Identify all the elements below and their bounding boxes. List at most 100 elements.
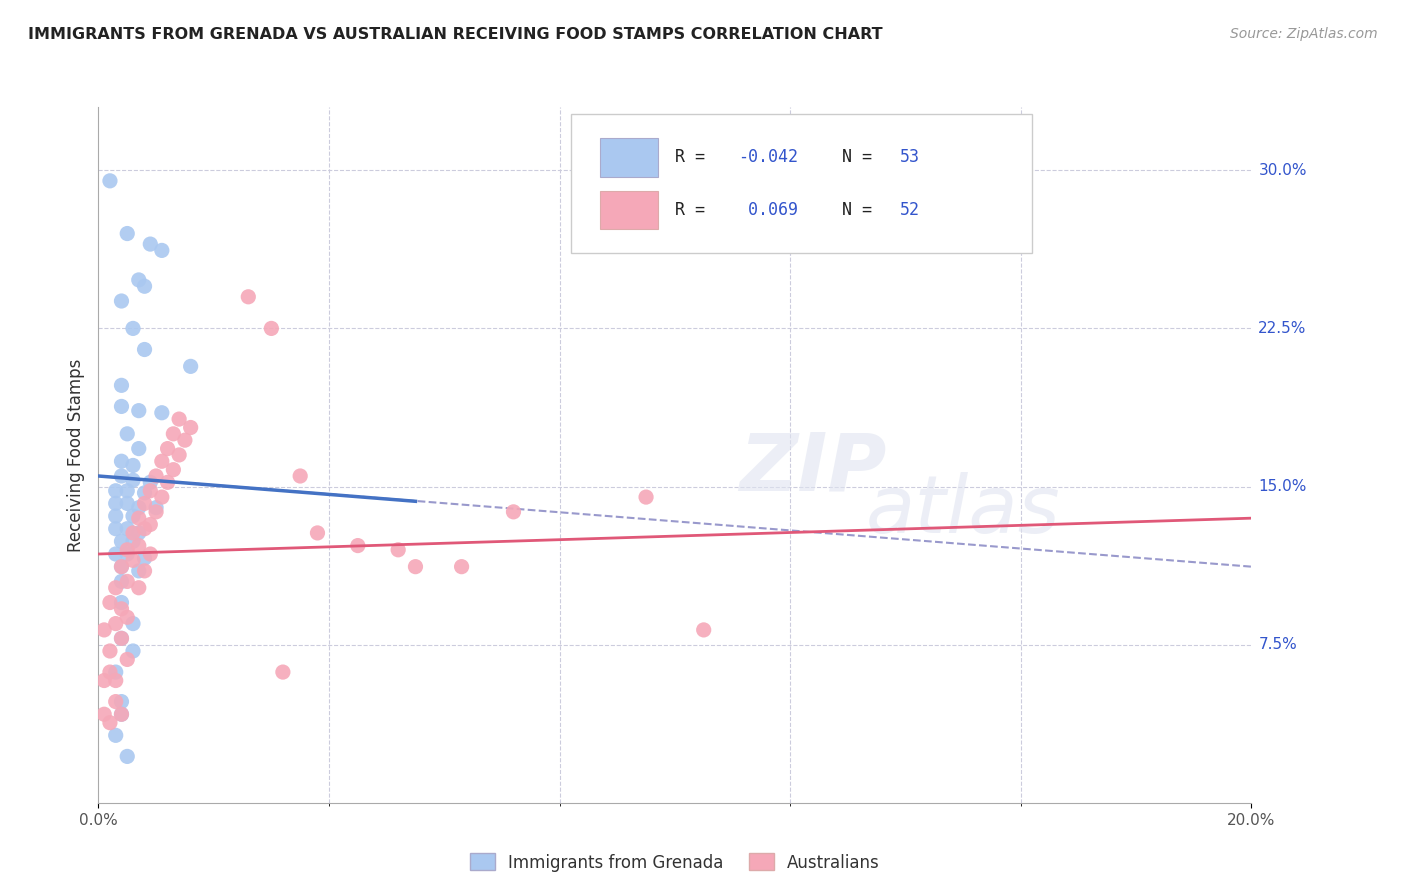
Point — [180, 359, 202, 374]
Point — [110, 707, 132, 722]
Point — [110, 378, 132, 392]
FancyBboxPatch shape — [600, 138, 658, 177]
Point — [134, 343, 156, 357]
Point — [98, 644, 121, 658]
Point — [110, 707, 132, 722]
Point — [139, 517, 162, 532]
Text: N =: N = — [842, 148, 882, 166]
Point — [134, 564, 156, 578]
Point — [502, 505, 524, 519]
Point — [110, 595, 132, 609]
Point — [104, 728, 127, 742]
Point — [110, 602, 132, 616]
Text: N =: N = — [842, 201, 882, 219]
Point — [117, 652, 138, 666]
Point — [122, 458, 145, 473]
Point — [145, 505, 167, 519]
Point — [93, 673, 115, 688]
Point — [307, 525, 329, 540]
Point — [134, 551, 156, 566]
Text: 53: 53 — [900, 148, 920, 166]
Text: 30.0%: 30.0% — [1258, 163, 1306, 178]
Text: 15.0%: 15.0% — [1258, 479, 1306, 494]
Point — [110, 559, 132, 574]
Point — [271, 665, 294, 679]
Point — [134, 496, 156, 510]
Point — [139, 483, 162, 498]
Point — [110, 534, 132, 549]
Point — [110, 632, 132, 646]
Point — [117, 522, 138, 536]
Point — [117, 547, 138, 561]
Point — [117, 496, 138, 510]
Point — [134, 522, 156, 536]
Point — [636, 490, 658, 504]
Point — [128, 564, 150, 578]
Point — [117, 610, 138, 624]
Point — [145, 500, 167, 515]
Point — [104, 695, 127, 709]
Point — [122, 644, 145, 658]
Point — [128, 403, 150, 417]
Point — [122, 473, 145, 487]
Point — [128, 442, 150, 456]
Point — [150, 490, 173, 504]
Point — [174, 433, 197, 447]
Point — [110, 400, 132, 414]
Point — [139, 237, 162, 252]
Point — [98, 715, 121, 730]
Text: 7.5%: 7.5% — [1258, 637, 1298, 652]
Point — [122, 553, 145, 567]
Point — [104, 496, 127, 510]
Point — [104, 665, 127, 679]
Point — [150, 244, 173, 258]
Point — [93, 707, 115, 722]
Point — [117, 749, 138, 764]
Point — [117, 483, 138, 498]
Text: atlas: atlas — [866, 472, 1060, 549]
Point — [110, 469, 132, 483]
Point — [110, 293, 132, 308]
Point — [110, 695, 132, 709]
Point — [122, 321, 145, 335]
Point — [122, 509, 145, 524]
Point — [139, 475, 162, 490]
Point — [693, 623, 716, 637]
Point — [405, 559, 427, 574]
Text: 22.5%: 22.5% — [1258, 321, 1306, 336]
Point — [162, 426, 184, 441]
Point — [128, 273, 150, 287]
Text: R =: R = — [675, 201, 714, 219]
Point — [110, 559, 132, 574]
Point — [387, 542, 409, 557]
Point — [139, 547, 162, 561]
Point — [98, 665, 121, 679]
Point — [346, 539, 368, 553]
Point — [156, 442, 179, 456]
Point — [167, 412, 190, 426]
Point — [104, 581, 127, 595]
Point — [104, 673, 127, 688]
Point — [117, 574, 138, 589]
Point — [162, 463, 184, 477]
Point — [117, 542, 138, 557]
Text: Source: ZipAtlas.com: Source: ZipAtlas.com — [1230, 27, 1378, 41]
Point — [110, 454, 132, 468]
Y-axis label: Receiving Food Stamps: Receiving Food Stamps — [66, 359, 84, 551]
Point — [122, 616, 145, 631]
Point — [180, 420, 202, 434]
Point — [122, 534, 145, 549]
Point — [260, 321, 283, 335]
Point — [104, 616, 127, 631]
Text: 0.069: 0.069 — [738, 201, 799, 219]
Point — [98, 595, 121, 609]
Point — [128, 511, 150, 525]
Point — [117, 227, 138, 241]
Text: IMMIGRANTS FROM GRENADA VS AUSTRALIAN RECEIVING FOOD STAMPS CORRELATION CHART: IMMIGRANTS FROM GRENADA VS AUSTRALIAN RE… — [28, 27, 883, 42]
Point — [238, 290, 260, 304]
Point — [128, 539, 150, 553]
Point — [167, 448, 190, 462]
Point — [450, 559, 472, 574]
Point — [98, 174, 121, 188]
Point — [104, 522, 127, 536]
